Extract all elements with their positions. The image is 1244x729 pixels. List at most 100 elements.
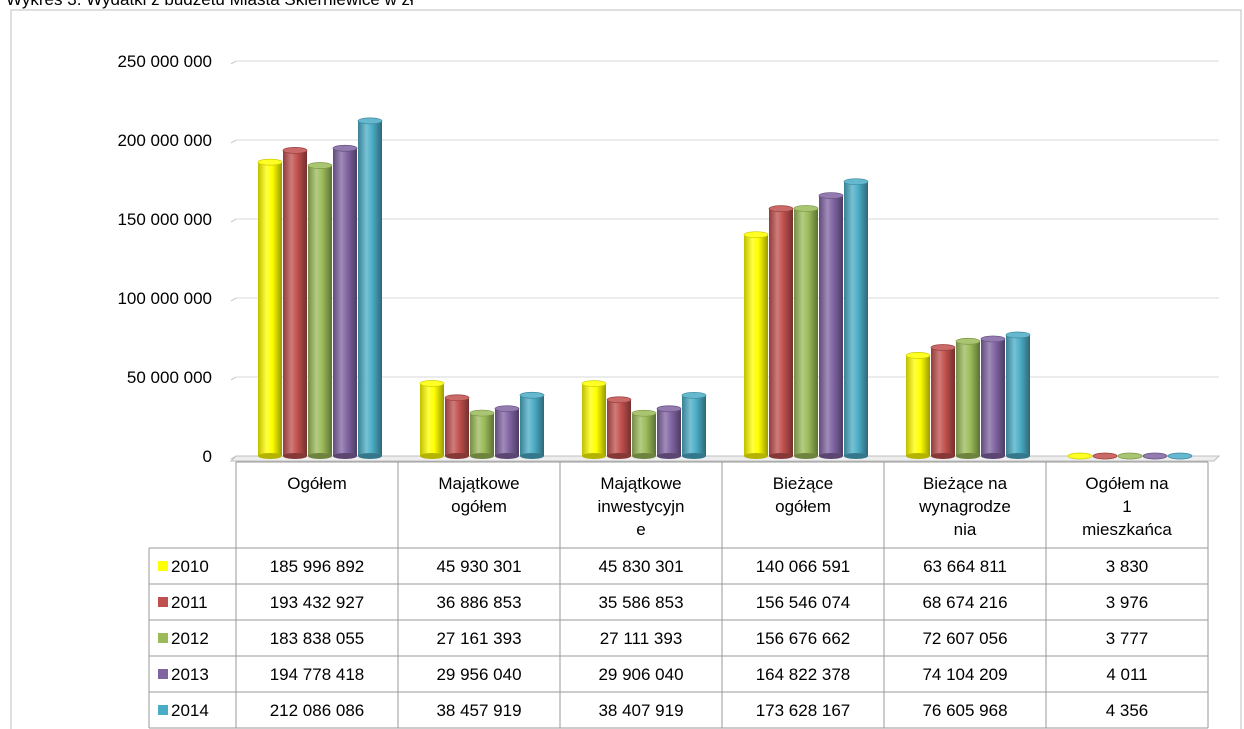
data-label: 193 432 927 [270, 593, 365, 612]
data-label: 38 457 919 [436, 701, 521, 720]
bar-base-2012 [794, 453, 818, 459]
bar-top-2014 [681, 391, 707, 399]
category-label: Majątkowe [438, 474, 519, 493]
data-label: 45 830 301 [598, 557, 683, 576]
bar-base-2011 [283, 453, 307, 459]
data-label: 3 830 [1106, 557, 1149, 576]
category-label: ogółem [775, 497, 831, 516]
gridline-depth [230, 60, 237, 65]
gridline-depth [230, 297, 237, 302]
category-label: e [636, 520, 645, 539]
bar-top-2012 [307, 162, 333, 169]
bar-top-2014 [1167, 452, 1193, 460]
bar-top-2010 [419, 380, 445, 387]
bar-top-2011 [606, 396, 632, 404]
legend-label: 2013 [171, 665, 209, 684]
bar-base-2014 [520, 453, 544, 459]
y-tick-label: 200 000 000 [117, 131, 212, 150]
legend-label: 2010 [171, 557, 209, 576]
data-label: 36 886 853 [436, 593, 521, 612]
bar-2010 [582, 383, 606, 456]
data-label: 4 356 [1106, 701, 1149, 720]
data-label: 29 956 040 [436, 665, 521, 684]
y-tick-label: 50 000 000 [127, 368, 212, 387]
data-label: 76 605 968 [922, 701, 1007, 720]
category-label: mieszkańca [1082, 520, 1172, 539]
data-label: 63 664 811 [923, 557, 1007, 576]
bar-top-2014 [357, 117, 383, 125]
bar-top-2013 [818, 192, 844, 199]
bar-2012 [794, 208, 818, 456]
bar-base-2012 [470, 453, 494, 459]
legend-key-2011 [158, 597, 168, 607]
bar-top-2011 [282, 147, 308, 154]
category-label: Ogółem na [1085, 474, 1169, 493]
bar-2012 [308, 165, 332, 456]
bar-base-2013 [657, 453, 681, 459]
data-label: 3 777 [1106, 629, 1149, 648]
data-label: 4 011 [1106, 665, 1147, 684]
bar-2010 [420, 383, 444, 456]
bar-top-2010 [743, 231, 769, 239]
bar-2014 [1006, 334, 1030, 456]
bar-2014 [844, 181, 868, 457]
bar-base-2011 [769, 453, 793, 459]
bar-2012 [632, 413, 656, 456]
data-label: 72 607 056 [922, 629, 1007, 648]
category-label: Bieżące na [923, 474, 1008, 493]
legend-label: 2011 [171, 593, 208, 612]
bar-base-2014 [844, 453, 868, 459]
bar-top-2011 [930, 344, 956, 351]
y-tick-label: 100 000 000 [117, 289, 212, 308]
y-tick-label: 250 000 000 [117, 52, 212, 71]
bar-2014 [520, 395, 544, 456]
bar-base-2010 [420, 453, 444, 459]
category-label: ogółem [451, 497, 507, 516]
bar-base-2010 [906, 453, 930, 459]
gridline-depth [230, 376, 237, 381]
data-label: 194 778 418 [270, 665, 365, 684]
bar-base-2013 [495, 453, 519, 459]
category-label: Majątkowe [600, 474, 681, 493]
bar-base-2011 [445, 453, 469, 459]
category-label: nia [954, 520, 977, 539]
legend-label: 2014 [171, 701, 209, 720]
category-label: Bieżące [773, 474, 833, 493]
gridline-depth [230, 218, 237, 223]
data-label: 29 906 040 [598, 665, 683, 684]
bar-top-2011 [1092, 452, 1118, 460]
bar-top-2012 [793, 205, 819, 212]
bar-base-2012 [632, 453, 656, 459]
data-label: 164 822 378 [756, 665, 851, 684]
bar-base-2012 [308, 453, 332, 459]
bar-2013 [819, 195, 843, 457]
data-label: 27 161 393 [436, 629, 521, 648]
bar-2012 [956, 341, 980, 456]
category-label: inwestycyjn [598, 497, 685, 516]
bar-2010 [744, 234, 768, 456]
bar-2013 [495, 408, 519, 456]
bar-top-2013 [332, 144, 358, 152]
bar-base-2014 [358, 453, 382, 459]
data-label: 38 407 919 [598, 701, 683, 720]
bar-top-2010 [581, 380, 607, 387]
data-label: 27 111 393 [600, 629, 683, 648]
data-label: 45 930 301 [436, 557, 521, 576]
legend-key-2014 [158, 705, 168, 715]
bar-top-2010 [1067, 452, 1093, 460]
bar-base-2010 [744, 453, 768, 459]
bar-base-2010 [582, 453, 606, 459]
bar-top-2014 [519, 391, 545, 399]
bar-top-2013 [656, 405, 682, 413]
chart-frame [10, 9, 1242, 729]
bar-2010 [906, 355, 930, 456]
bar-2012 [470, 413, 494, 456]
data-label: 35 586 853 [598, 593, 683, 612]
bar-2011 [607, 399, 631, 456]
data-label: 183 838 055 [270, 629, 365, 648]
data-label: 156 676 662 [756, 629, 851, 648]
bar-2014 [358, 120, 382, 456]
bar-top-2012 [469, 409, 495, 417]
bar-2011 [445, 397, 469, 456]
bar-2013 [981, 338, 1005, 456]
